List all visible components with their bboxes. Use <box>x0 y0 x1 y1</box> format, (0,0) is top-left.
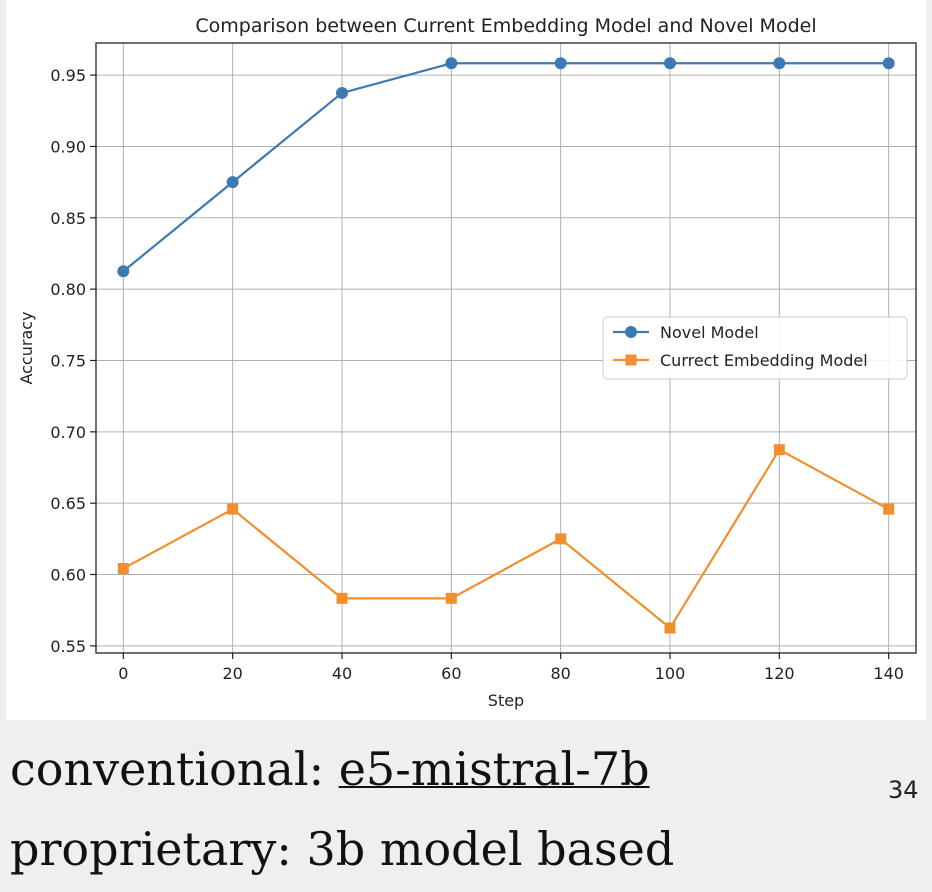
line-chart: 0 20 40 60 80 100 120 140 0.55 0.60 0.65 0.70 0.75 0.… <box>17 15 917 710</box>
y-tick-label: 0.90 <box>50 137 86 156</box>
data-point-marker <box>554 57 567 70</box>
data-point-marker <box>226 176 239 189</box>
data-point-marker <box>773 57 786 70</box>
chart-figure: 0 20 40 60 80 100 120 140 0.55 0.60 0.65 0.70 0.75 0.… <box>6 0 926 720</box>
x-tick-label: 20 <box>222 664 242 683</box>
y-tick-label: 0.75 <box>50 351 86 370</box>
legend: Novel Model Currect Embedding Model <box>602 316 908 380</box>
legend-label: Novel Model <box>660 323 759 342</box>
data-point-marker <box>773 444 785 456</box>
x-tick-label: 0 <box>118 664 128 683</box>
y-axis-label: Accuracy <box>17 311 36 384</box>
data-point-marker <box>883 503 895 515</box>
y-tick-label: 0.85 <box>50 209 86 228</box>
series-line-1 <box>122 62 889 273</box>
legend-swatch-marker <box>625 354 637 366</box>
x-tick-label: 40 <box>332 664 352 683</box>
data-point-marker <box>445 57 458 70</box>
x-tick-label: 80 <box>550 664 570 683</box>
x-tick-label: 140 <box>873 664 904 683</box>
series-line-2 <box>122 448 890 630</box>
x-tick-label: 60 <box>441 664 461 683</box>
page-number: 34 <box>888 776 919 804</box>
legend-label: Currect Embedding Model <box>660 351 868 370</box>
caption-proprietary: proprietary: 3b model based <box>10 822 675 876</box>
data-point-marker <box>336 592 348 604</box>
series-layer <box>117 57 895 634</box>
y-tick-label: 0.60 <box>50 566 86 585</box>
legend-swatch-marker <box>625 326 637 338</box>
data-point-marker <box>117 265 130 278</box>
y-tick-label: 0.65 <box>50 494 86 513</box>
data-point-marker <box>336 86 348 99</box>
y-tick-label: 0.95 <box>50 66 86 85</box>
chart-title: Comparison between Current Embedding Mod… <box>195 15 816 37</box>
data-point-marker <box>555 533 567 545</box>
y-tick-label: 0.70 <box>50 423 86 442</box>
plot-frame <box>95 42 917 654</box>
caption-conventional-prefix: conventional: <box>10 742 339 796</box>
data-point-marker <box>445 592 457 604</box>
y-tick-label: 0.80 <box>50 280 86 299</box>
x-axis-label: Step <box>488 691 524 710</box>
data-point-marker <box>664 622 676 634</box>
x-tick-label: 100 <box>655 664 686 683</box>
legend-box <box>602 316 908 380</box>
y-tick-label: 0.55 <box>50 637 86 656</box>
data-point-marker <box>664 57 676 70</box>
data-point-marker <box>117 563 129 575</box>
data-point-marker <box>882 57 895 70</box>
data-point-marker <box>227 503 239 515</box>
e5-mistral-link[interactable]: e5-mistral-7b <box>338 742 650 796</box>
caption-conventional: conventional: e5-mistral-7b <box>10 742 650 796</box>
tick-layer: 0 20 40 60 80 100 120 140 0.55 0.60 0.65 0.70 0.75 0.… <box>50 66 904 683</box>
x-tick-label: 120 <box>764 664 795 683</box>
